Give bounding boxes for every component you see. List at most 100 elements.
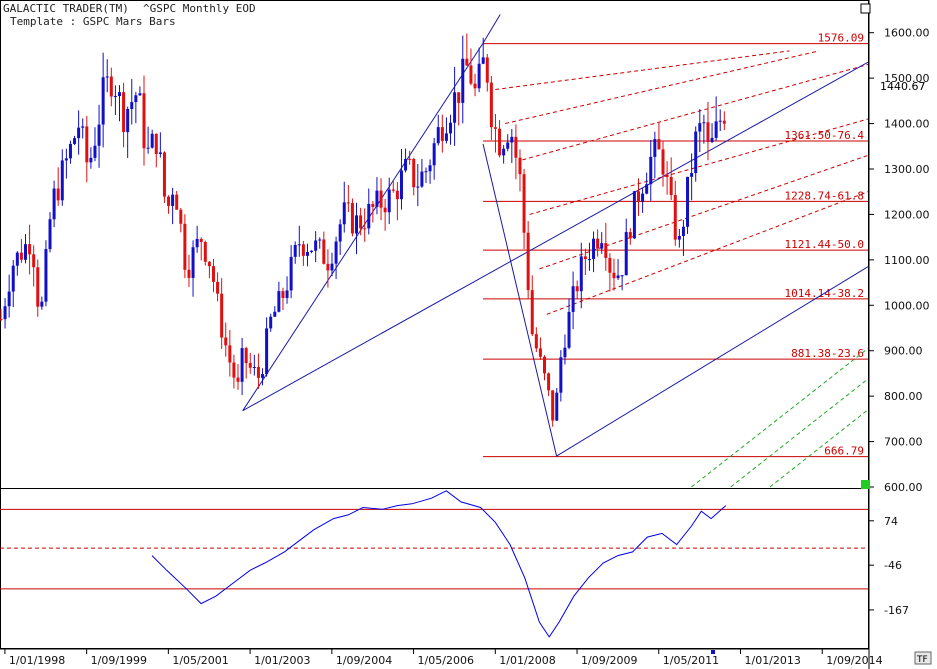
price-bar-body xyxy=(203,242,207,262)
price-bar-body xyxy=(273,311,277,317)
price-bar-body xyxy=(310,250,314,252)
price-bar-body xyxy=(32,254,36,268)
price-bar-body xyxy=(457,92,461,103)
price-bar-body xyxy=(645,184,649,194)
price-bar-body xyxy=(28,244,32,255)
price-bar-body xyxy=(673,195,677,240)
price-bar-body xyxy=(318,239,322,241)
price-bar-body xyxy=(551,390,555,421)
date-axis: 1/01/1998 1/09/1999 1/05/2001 1/01/2003 1/09… xyxy=(4,649,883,667)
price-bar-body xyxy=(661,149,665,175)
price-bar-body xyxy=(543,356,547,374)
price-bar-body xyxy=(101,77,105,125)
date-tick-label: 1/05/2006 xyxy=(418,654,474,667)
price-bar-body xyxy=(579,256,583,292)
red-dashed-line xyxy=(529,118,869,215)
price-bar-body xyxy=(126,108,130,133)
price-bar-body xyxy=(371,204,375,207)
current-value-label: 1440.67 xyxy=(880,80,926,93)
price-bar-body xyxy=(681,226,685,237)
price-bar-body xyxy=(240,348,244,382)
price-bar-body xyxy=(555,392,559,421)
price-bar-body xyxy=(355,215,359,234)
corner-square-button[interactable] xyxy=(860,3,871,14)
green-dashed-line xyxy=(730,378,869,488)
price-bar-body xyxy=(624,232,628,276)
price-bar-body xyxy=(559,357,563,393)
price-tick-label: 900.00 xyxy=(884,345,923,358)
fib-level-label: 1576.09 xyxy=(818,32,864,45)
price-bar-body xyxy=(718,120,722,122)
price-bar-body xyxy=(657,139,661,150)
bottom-axis-area xyxy=(0,649,869,669)
fib-level-label: 666.79 xyxy=(824,445,864,458)
price-bar-body xyxy=(297,244,301,246)
price-bar-body xyxy=(48,219,52,250)
price-bar-body xyxy=(113,96,117,98)
oscillator-tick-label: 74 xyxy=(884,515,898,528)
price-bar-body xyxy=(326,263,330,271)
price-bar-body xyxy=(175,194,179,210)
price-bar-body xyxy=(669,176,673,196)
price-bar-body xyxy=(73,138,77,144)
price-bar-body xyxy=(592,238,596,260)
price-bar-body xyxy=(15,252,19,266)
oscillator-panel-frame xyxy=(0,488,869,649)
price-bar-body xyxy=(93,145,97,158)
price-bar-body xyxy=(244,348,248,364)
price-bar-body xyxy=(677,236,681,240)
price-bar-body xyxy=(187,269,191,278)
price-bar-body xyxy=(305,251,309,256)
price-bar-body xyxy=(142,93,146,149)
price-bar-body xyxy=(453,92,457,123)
price-bar-body xyxy=(285,290,289,298)
price-tick-label: 1300.00 xyxy=(884,163,930,176)
date-tick-label: 1/09/2014 xyxy=(826,654,882,667)
price-bar-body xyxy=(444,133,448,141)
channel-line xyxy=(482,143,558,457)
price-bar-body xyxy=(694,131,698,174)
red-dashed-line xyxy=(495,50,790,90)
price-tick-label: 1200.00 xyxy=(884,208,930,221)
channel-line xyxy=(556,266,869,457)
price-bar-body xyxy=(436,127,440,144)
price-bar-body xyxy=(440,127,444,141)
price-tick-label: 1100.00 xyxy=(884,254,930,267)
date-tick-label: 1/05/2011 xyxy=(663,654,719,667)
price-bar-body xyxy=(314,240,318,251)
price-bar-body xyxy=(261,374,265,378)
price-bar-body xyxy=(130,102,134,109)
price-bar-body xyxy=(122,92,126,133)
price-bar-body xyxy=(289,256,293,291)
tf-button-label: TF xyxy=(916,655,928,665)
green-dashed-line xyxy=(691,348,869,488)
price-bar-body xyxy=(477,63,481,89)
date-tick-label: 1/09/2009 xyxy=(581,654,637,667)
oscillator: 74 -46 -167 xyxy=(0,490,909,638)
price-bar-body xyxy=(77,127,81,139)
price-bar-body xyxy=(612,272,616,279)
date-tick-label: 1/05/2001 xyxy=(172,654,228,667)
price-bar-body xyxy=(698,123,702,132)
price-bar-body xyxy=(404,158,408,171)
price-tick-label: 1400.00 xyxy=(884,118,930,131)
price-bar-body xyxy=(493,127,497,129)
price-bar-body xyxy=(665,174,669,177)
price-bar-body xyxy=(710,137,714,142)
price-bar-body xyxy=(526,232,530,291)
channel-line xyxy=(242,42,484,411)
price-bar-body xyxy=(498,128,502,156)
price-bar-body xyxy=(481,57,485,64)
price-bar-body xyxy=(608,257,612,273)
scroll-indicator[interactable] xyxy=(711,650,715,654)
price-bar-body xyxy=(3,306,7,320)
price-bar-body xyxy=(530,290,534,335)
green-marker-bottom[interactable] xyxy=(861,480,870,489)
price-bar-body xyxy=(395,190,399,200)
fib-level-label: 881.38-23.6 xyxy=(791,347,864,360)
price-bar-body xyxy=(722,120,726,124)
channel-lines xyxy=(242,14,869,457)
price-bar-body xyxy=(379,190,383,208)
price-bar-body xyxy=(220,293,224,338)
tf-button[interactable]: TF xyxy=(914,651,932,665)
